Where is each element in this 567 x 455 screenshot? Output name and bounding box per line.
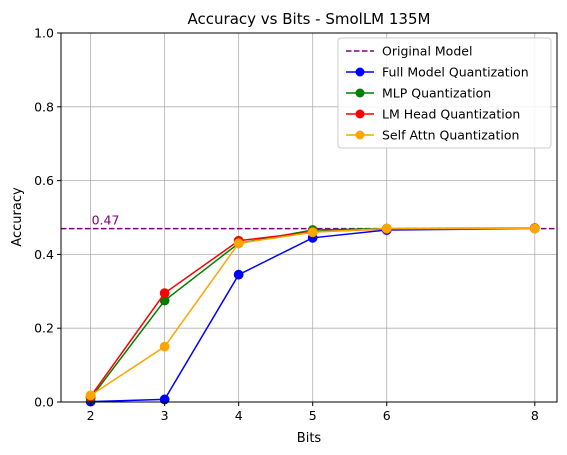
x-tick-label: 8 xyxy=(531,408,539,423)
chart-title: Accuracy vs Bits - SmolLM 135M xyxy=(188,10,431,28)
legend-item: LM Head Quantization xyxy=(346,107,520,122)
legend-label: Original Model xyxy=(382,44,472,59)
axis-ticks: 2 3 4 5 6 8 0.0 0.2 0.4 0.6 0.8 1.0 xyxy=(34,26,539,424)
y-axis-label: Accuracy xyxy=(10,187,25,247)
legend-marker xyxy=(355,88,365,98)
legend-item: MLP Quantization xyxy=(346,86,491,101)
y-tick-label: 0.8 xyxy=(34,99,54,114)
x-tick-label: 6 xyxy=(383,408,391,423)
data-point xyxy=(233,238,244,249)
series-layer xyxy=(85,223,540,407)
data-point xyxy=(233,269,244,280)
legend-label: Full Model Quantization xyxy=(382,65,529,80)
data-point xyxy=(529,223,540,234)
x-tick-label: 5 xyxy=(309,408,317,423)
legend-label: Self Attn Quantization xyxy=(382,128,519,143)
legend-item: Original Model xyxy=(346,44,472,59)
x-axis-label: Bits xyxy=(297,431,322,446)
data-point xyxy=(381,223,392,234)
legend-marker xyxy=(355,109,365,119)
legend-marker xyxy=(355,130,365,140)
series-line xyxy=(90,227,535,403)
legend-marker xyxy=(355,67,365,77)
y-tick-label: 1.0 xyxy=(34,26,54,41)
series-self-attn-quantization xyxy=(85,223,540,401)
original-model-value-label: 0.47 xyxy=(92,213,120,228)
legend-box xyxy=(337,37,552,149)
y-tick-label: 0.2 xyxy=(34,321,54,336)
legend-label: MLP Quantization xyxy=(382,86,491,101)
legend-item: Self Attn Quantization xyxy=(346,128,519,143)
y-tick-label: 0.0 xyxy=(34,395,54,410)
x-tick-label: 3 xyxy=(161,408,169,423)
legend-label: LM Head Quantization xyxy=(382,107,520,122)
legend: Original Model Full Model Quantization MLP… xyxy=(337,37,552,149)
data-point xyxy=(85,390,96,401)
x-tick-label: 2 xyxy=(87,408,95,423)
reference-layer: 0.47 xyxy=(61,213,557,230)
data-point xyxy=(159,341,170,352)
plot-frame xyxy=(60,32,558,403)
x-tick-label: 4 xyxy=(235,408,243,423)
series-line xyxy=(90,227,535,396)
data-point xyxy=(159,288,170,299)
y-tick-label: 0.4 xyxy=(34,247,54,262)
y-tick-label: 0.6 xyxy=(34,173,54,188)
legend-item: Full Model Quantization xyxy=(346,65,529,80)
data-point xyxy=(307,227,318,238)
